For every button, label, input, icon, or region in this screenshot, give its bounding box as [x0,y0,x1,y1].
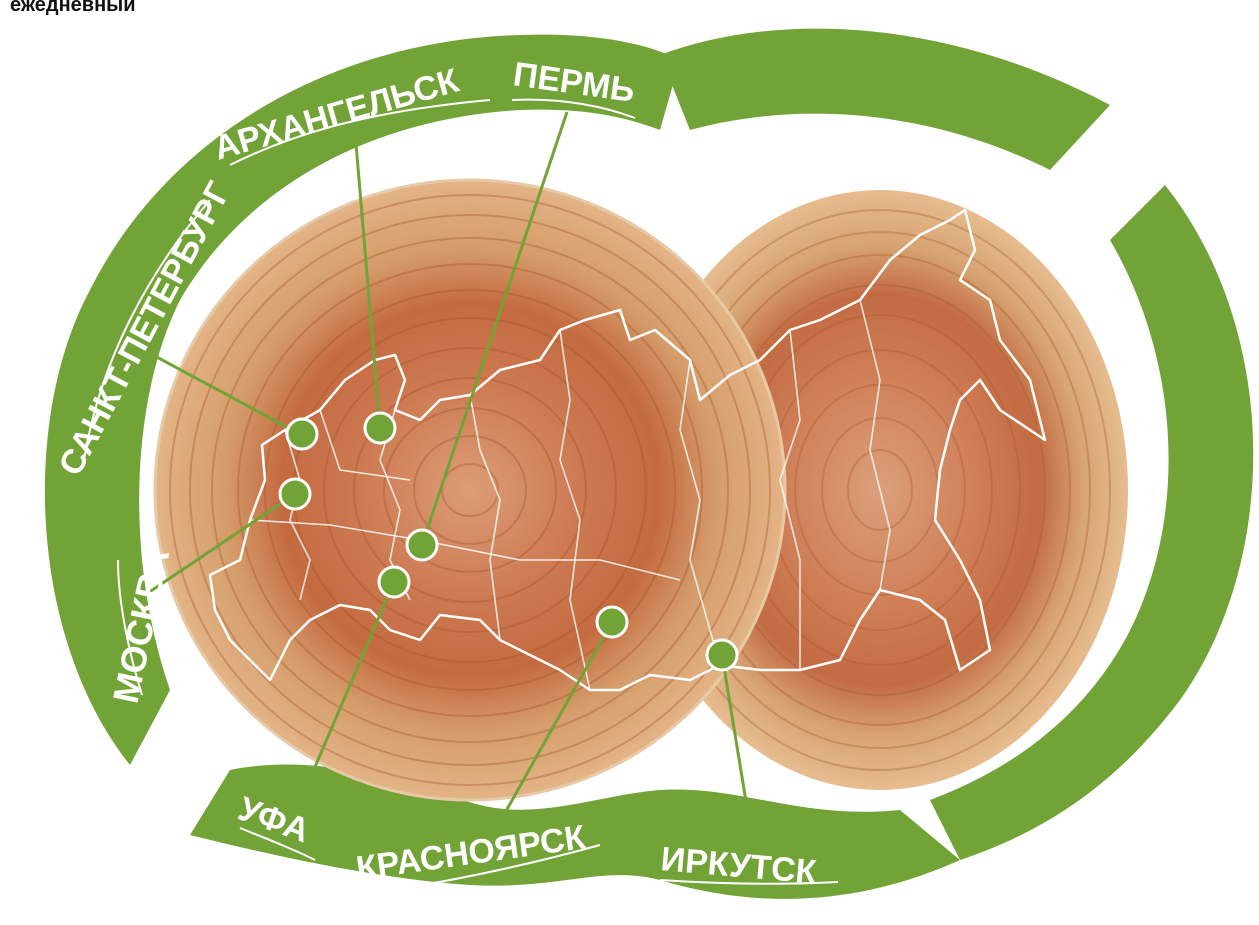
right-arc [930,185,1254,860]
header-label: ежедневный [10,0,136,16]
marker-irkutsk[interactable] [705,638,739,672]
marker-spb[interactable] [285,417,319,451]
marker-perm[interactable] [405,528,439,562]
bottom-band [190,764,960,899]
city-markers [278,411,739,672]
top-right-arc [660,28,1110,171]
connector-lines [124,111,754,846]
marker-ufa[interactable] [377,565,411,599]
wood-disc-left [153,178,787,802]
marker-krasnoyarsk[interactable] [595,605,629,639]
marker-arkhangelsk[interactable] [363,411,397,445]
marker-moscow[interactable] [278,477,312,511]
green-ring [44,28,1254,899]
left-arc [44,34,681,766]
label-underlines [83,98,839,896]
russia-outline [208,208,1047,692]
